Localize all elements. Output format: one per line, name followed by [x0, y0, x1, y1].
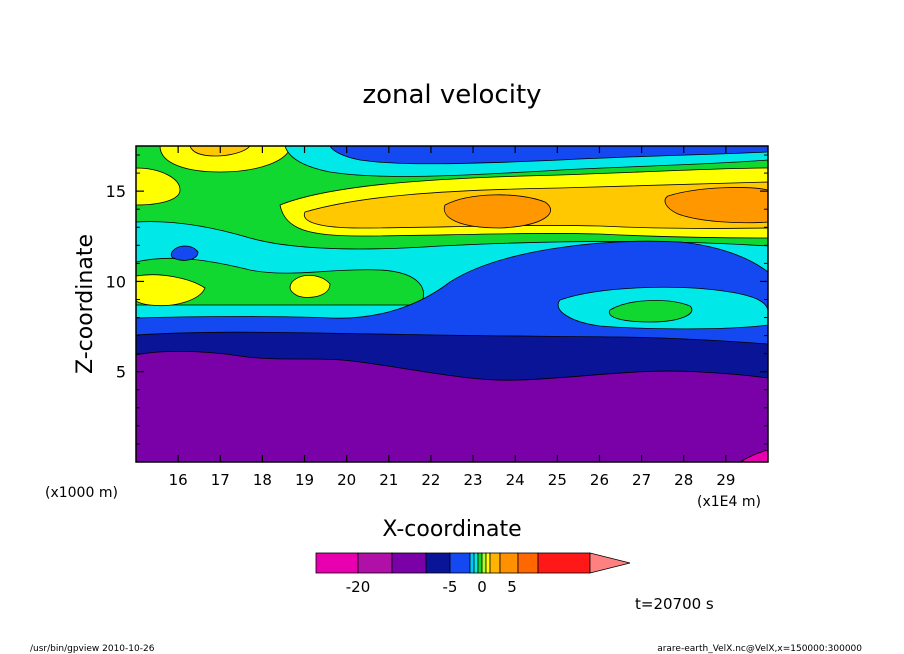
x-unit-label: (x1E4 m): [697, 494, 761, 510]
patch-top-left-yellow: [159, 146, 291, 173]
x-tick-label: 28: [674, 471, 693, 489]
time-label: t=20700 s: [635, 595, 714, 613]
colorbar-swatch: [537, 552, 591, 574]
colorbar-swatch: [473, 552, 479, 574]
footer-left: /usr/bin/gpview 2010-10-26: [30, 644, 155, 654]
x-tick-label: 25: [548, 471, 567, 489]
colorbar-swatch: [477, 552, 483, 574]
patch-mid-yellow: [289, 275, 331, 298]
band-upper-orange-dark-b: [664, 187, 768, 224]
colorbar-swatch: [489, 552, 501, 574]
colorbar-tick-label: 5: [507, 578, 517, 596]
patch-top-blue: [329, 146, 768, 165]
x-tick-label: 26: [590, 471, 609, 489]
y-tick-label: 15: [106, 182, 126, 201]
plot-area: 16 17 18 19 20 21 22 23 24 25 26 27 28 29 5 10 15: [106, 145, 769, 489]
y-tick-label: 10: [106, 272, 126, 291]
band-upper-orange-dark-a: [443, 194, 551, 229]
y-tick-label: 5: [116, 363, 126, 382]
y-unit-label: (x1000 m): [45, 485, 118, 501]
patch-bottom-right-magenta: [739, 449, 768, 462]
colorbar-swatch: [481, 552, 487, 574]
x-tick-label: 22: [421, 471, 440, 489]
x-tick-label: 29: [716, 471, 735, 489]
patch-right-green: [608, 300, 693, 323]
contour-fills: [136, 146, 768, 462]
x-tick-label: 16: [169, 471, 188, 489]
footer-right: arare-earth_VelX.nc@VelX,x=150000:300000: [657, 644, 862, 654]
colorbar-swatch: [425, 552, 451, 574]
band-bottom-purple: [136, 350, 768, 462]
colorbar-tick-label: 0: [477, 578, 487, 596]
colorbar: -20 -5 0 5: [315, 552, 631, 596]
x-tick-label: 17: [211, 471, 230, 489]
patch-left-blue: [170, 245, 199, 261]
plot-frame: [135, 145, 769, 463]
x-tick-label: 20: [337, 471, 356, 489]
x-axis-label: X-coordinate: [382, 517, 521, 542]
x-tick-label: 24: [506, 471, 525, 489]
patch-left-yellow: [136, 167, 181, 206]
chart-title: zonal velocity: [362, 80, 541, 110]
colorbar-swatch: [315, 552, 359, 574]
colorbar-swatch: [499, 552, 519, 574]
colorbar-swatch: [449, 552, 471, 574]
patch-left-yellow-b: [136, 274, 206, 307]
colorbar-tick-label: -20: [346, 578, 371, 596]
colorbar-swatch: [517, 552, 539, 574]
colorbar-swatch: [391, 552, 427, 574]
colorbar-tick-label: -5: [443, 578, 458, 596]
x-tick-label: 18: [253, 471, 272, 489]
colorbar-extend-triangle: [589, 552, 631, 574]
x-axis: 16 17 18 19 20 21 22 23 24 25 26 27 28 29: [169, 146, 735, 489]
patch-middle-green: [136, 257, 424, 306]
x-tick-label: 23: [464, 471, 483, 489]
x-tick-label: 21: [379, 471, 398, 489]
x-tick-label: 27: [632, 471, 651, 489]
colorbar-swatch: [357, 552, 393, 574]
x-tick-label: 19: [295, 471, 314, 489]
colorbar-swatch: [469, 552, 475, 574]
y-axis: 5 10 15: [106, 154, 768, 445]
colorbar-swatch: [485, 552, 491, 574]
y-axis-label: Z-coordinate: [73, 234, 98, 374]
